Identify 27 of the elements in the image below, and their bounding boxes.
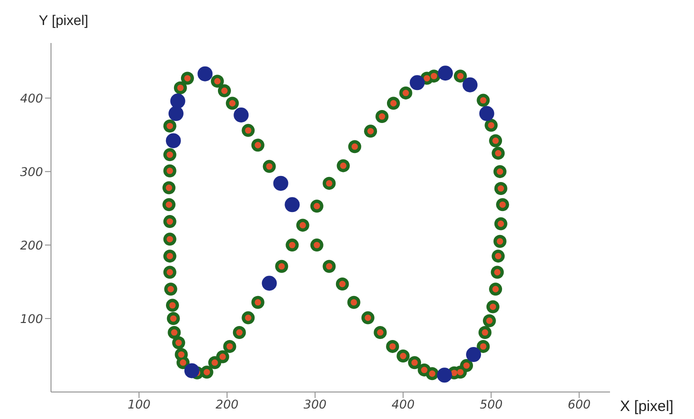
- point: [198, 66, 213, 82]
- x-tick-label: 400: [392, 398, 415, 412]
- point: [166, 133, 181, 148]
- y-tick-label: 400: [20, 91, 44, 106]
- point: [462, 77, 478, 92]
- point: [170, 94, 186, 109]
- y-axis-title: Y [pixel]: [38, 12, 88, 28]
- point: [168, 106, 184, 122]
- point: [479, 106, 494, 122]
- point: [437, 368, 452, 383]
- x-tick-label: 500: [480, 398, 503, 412]
- y-tick-label: 200: [20, 238, 44, 252]
- point: [262, 276, 277, 291]
- y-tick-label: 300: [20, 164, 44, 179]
- x-tick-label: 200: [216, 398, 239, 412]
- point: [273, 176, 288, 191]
- x-tick-label: 100: [128, 398, 151, 412]
- x-axis-title: X [pixel]: [620, 398, 674, 415]
- point: [466, 347, 482, 362]
- point: [284, 197, 300, 212]
- point: [438, 66, 453, 81]
- x-tick-label: 600: [568, 398, 592, 412]
- point: [410, 75, 425, 90]
- point: [184, 363, 200, 378]
- x-tick-label: 300: [304, 398, 327, 412]
- y-tick-label: 100: [20, 312, 44, 326]
- point: [234, 108, 249, 123]
